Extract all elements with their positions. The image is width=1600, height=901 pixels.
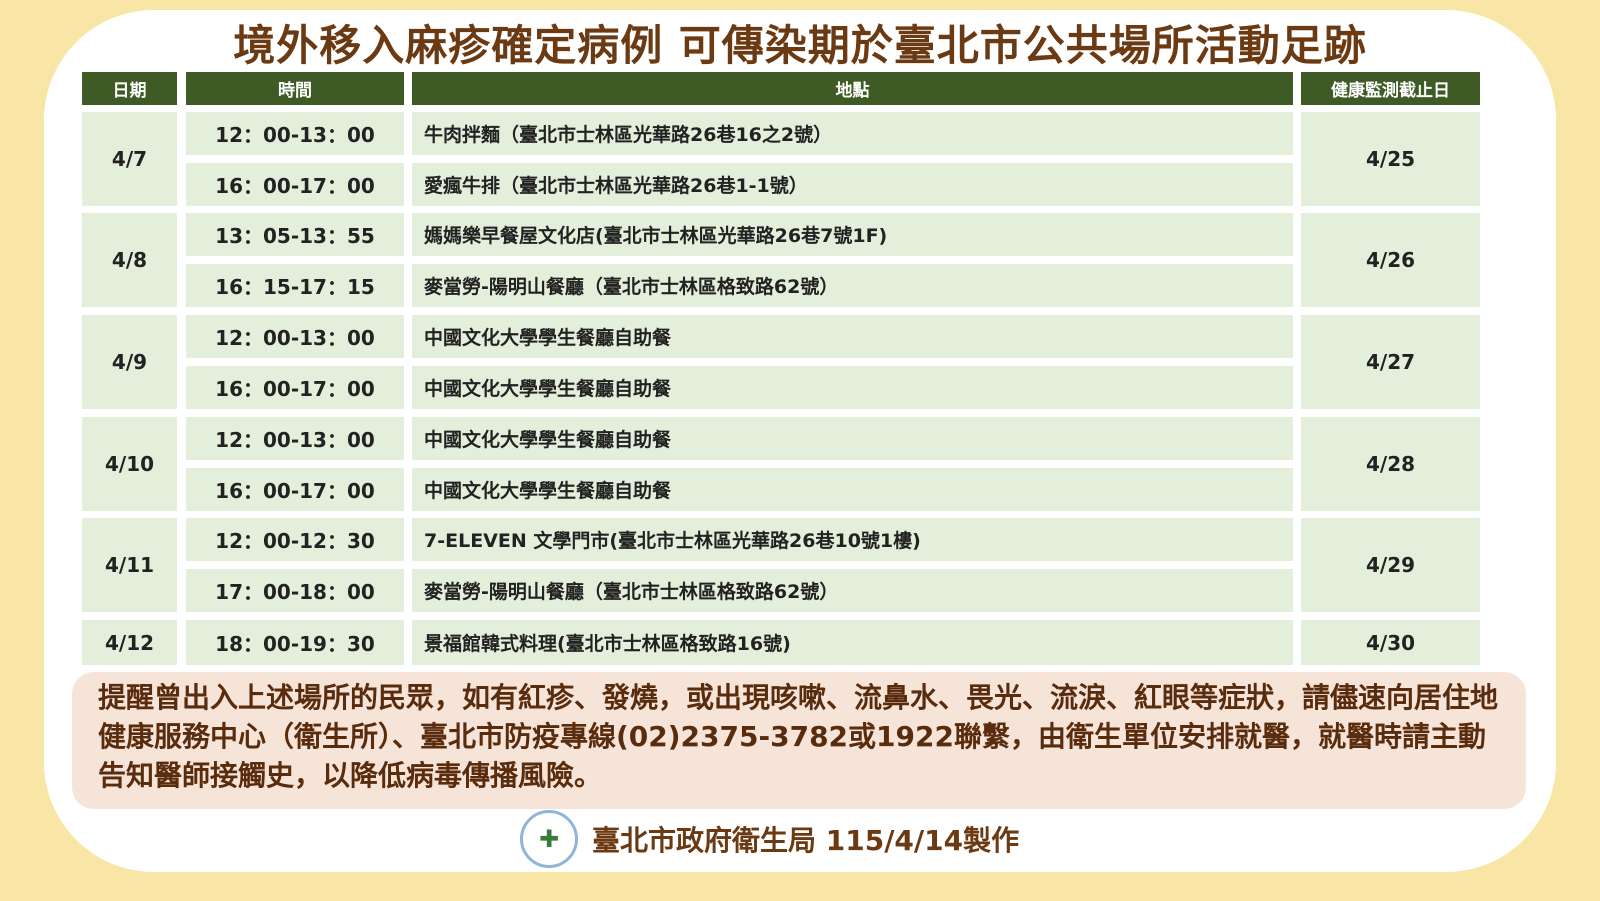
date-cell: 4/11 [82,518,177,612]
place-cell: 牛肉拌麵（臺北市士林區光華路26巷16之2號） [412,112,1293,155]
header-place: 地點 [412,72,1293,105]
place-cell: 中國文化大學學生餐廳自助餐 [412,366,1293,409]
date-cell: 4/9 [82,315,177,409]
place-cell: 媽媽樂早餐屋文化店(臺北市士林區光華路26巷7號1F) [412,213,1293,256]
health-department-seal-icon: ✚ [520,810,578,868]
time-cell: 12：00-12：30 [186,518,404,561]
deadline-cell: 4/29 [1301,518,1480,612]
time-cell: 16：00-17：00 [186,468,404,511]
place-cell: 7-ELEVEN 文學門市(臺北市士林區光華路26巷10號1樓) [412,518,1293,561]
deadline-cell: 4/25 [1301,112,1480,206]
time-cell: 16：15-17：15 [186,264,404,307]
time-cell: 12：00-13：00 [186,315,404,358]
date-cell: 4/10 [82,417,177,511]
deadline-cell: 4/28 [1301,417,1480,511]
header-date: 日期 [82,72,177,105]
time-cell: 16：00-17：00 [186,366,404,409]
time-cell: 18：00-19：30 [186,620,404,665]
time-cell: 17：00-18：00 [186,569,404,612]
place-cell: 中國文化大學學生餐廳自助餐 [412,417,1293,460]
deadline-cell: 4/27 [1301,315,1480,409]
time-cell: 16：00-17：00 [186,163,404,206]
place-cell: 麥當勞-陽明山餐廳（臺北市士林區格致路62號） [412,264,1293,307]
place-cell: 中國文化大學學生餐廳自助餐 [412,315,1293,358]
footer: ✚ 臺北市政府衛生局 115/4/14製作 [520,810,1019,868]
date-cell: 4/12 [82,620,177,665]
place-cell: 中國文化大學學生餐廳自助餐 [412,468,1293,511]
place-cell: 麥當勞-陽明山餐廳（臺北市士林區格致路62號） [412,569,1293,612]
header-deadline: 健康監測截止日 [1301,72,1480,105]
deadline-cell: 4/26 [1301,213,1480,307]
time-cell: 12：00-13：00 [186,112,404,155]
footer-text: 臺北市政府衛生局 115/4/14製作 [592,824,1020,857]
deadline-cell: 4/30 [1301,620,1480,665]
notice-box: 提醒曾出入上述場所的民眾，如有紅疹、發燒，或出現咳嗽、流鼻水、畏光、流淚、紅眼等… [72,672,1526,809]
place-cell: 愛瘋牛排（臺北市士林區光華路26巷1-1號） [412,163,1293,206]
place-cell: 景福館韓式料理(臺北市士林區格致路16號) [412,620,1293,665]
date-cell: 4/8 [82,213,177,307]
page-title: 境外移入麻疹確定病例 可傳染期於臺北市公共場所活動足跡 [233,21,1367,70]
time-cell: 12：00-13：00 [186,417,404,460]
header-time: 時間 [186,72,404,105]
time-cell: 13：05-13：55 [186,213,404,256]
date-cell: 4/7 [82,112,177,206]
